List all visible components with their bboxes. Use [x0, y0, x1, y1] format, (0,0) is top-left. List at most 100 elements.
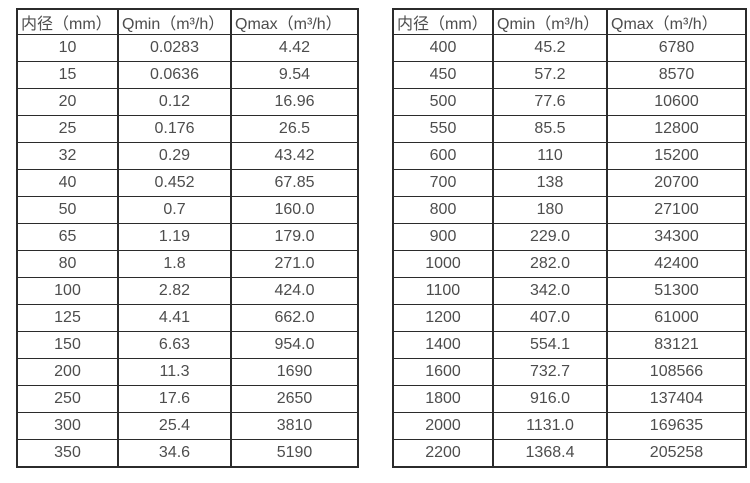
flow-spec-table-large-diameters: 内径（mm） Qmin（m³/h） Qmax（m³/h） 400 45.2 6780 45… [392, 8, 747, 468]
table-row: 500 77.6 10600 [392, 88, 747, 116]
column-header: Qmax（m³/h） [230, 8, 359, 35]
table-cell: 0.12 [117, 88, 232, 116]
table-cell: 1800 [392, 385, 494, 413]
table-cell: 900 [392, 223, 494, 251]
table-cell: 15 [16, 61, 119, 89]
table-cell: 550 [392, 115, 494, 143]
table-cell: 424.0 [230, 277, 359, 305]
table-row: 350 34.6 5190 [16, 439, 359, 468]
table-cell: 125 [16, 304, 119, 332]
column-header: Qmin（m³/h） [492, 8, 608, 35]
table-cell: 732.7 [492, 358, 608, 386]
table-row: 1800 916.0 137404 [392, 385, 747, 413]
table-cell: 110 [492, 142, 608, 170]
table-cell: 1000 [392, 250, 494, 278]
table-cell: 61000 [606, 304, 747, 332]
table-cell: 16.96 [230, 88, 359, 116]
table-cell: 0.452 [117, 169, 232, 197]
table-row: 40 0.452 67.85 [16, 169, 359, 197]
table-header-row: 内径（mm） Qmin（m³/h） Qmax（m³/h） [392, 8, 747, 35]
table-cell: 350 [16, 439, 119, 468]
table-cell: 916.0 [492, 385, 608, 413]
table-cell: 2000 [392, 412, 494, 440]
table-cell: 83121 [606, 331, 747, 359]
table-cell: 8570 [606, 61, 747, 89]
table-cell: 108566 [606, 358, 747, 386]
table-header-row: 内径（mm） Qmin（m³/h） Qmax（m³/h） [16, 8, 359, 35]
flow-spec-table-small-diameters: 内径（mm） Qmin（m³/h） Qmax（m³/h） 10 0.0283 4.42 1… [16, 8, 359, 468]
table-cell: 34.6 [117, 439, 232, 468]
table-cell: 229.0 [492, 223, 608, 251]
table-row: 1600 732.7 108566 [392, 358, 747, 386]
table-cell: 700 [392, 169, 494, 197]
table-row: 80 1.8 271.0 [16, 250, 359, 278]
table-cell: 5190 [230, 439, 359, 468]
table-cell: 1690 [230, 358, 359, 386]
table-cell: 662.0 [230, 304, 359, 332]
table-row: 300 25.4 3810 [16, 412, 359, 440]
table-row: 1200 407.0 61000 [392, 304, 747, 332]
table-cell: 0.0636 [117, 61, 232, 89]
table-cell: 200 [16, 358, 119, 386]
table-body: 10 0.0283 4.42 15 0.0636 9.54 20 0.12 16.96 25 0.1… [16, 34, 359, 468]
table-cell: 1.8 [117, 250, 232, 278]
table-cell: 1400 [392, 331, 494, 359]
table-cell: 4.41 [117, 304, 232, 332]
table-cell: 1100 [392, 277, 494, 305]
table-cell: 34300 [606, 223, 747, 251]
table-row: 2200 1368.4 205258 [392, 439, 747, 468]
table-cell: 0.176 [117, 115, 232, 143]
table-cell: 300 [16, 412, 119, 440]
table-cell: 85.5 [492, 115, 608, 143]
table-cell: 800 [392, 196, 494, 224]
column-header: Qmax（m³/h） [606, 8, 747, 35]
table-row: 25 0.176 26.5 [16, 115, 359, 143]
table-row: 400 45.2 6780 [392, 34, 747, 62]
table-cell: 17.6 [117, 385, 232, 413]
table-cell: 205258 [606, 439, 747, 468]
table-cell: 20700 [606, 169, 747, 197]
table-cell: 6.63 [117, 331, 232, 359]
table-row: 1000 282.0 42400 [392, 250, 747, 278]
table-header-row: 内径（mm） Qmin（m³/h） Qmax（m³/h） [16, 8, 359, 35]
table-cell: 67.85 [230, 169, 359, 197]
column-header: 内径（mm） [392, 8, 494, 35]
table-cell: 43.42 [230, 142, 359, 170]
table-row: 10 0.0283 4.42 [16, 34, 359, 62]
table-cell: 1368.4 [492, 439, 608, 468]
table-cell: 138 [492, 169, 608, 197]
table-cell: 100 [16, 277, 119, 305]
table-cell: 282.0 [492, 250, 608, 278]
table-cell: 50 [16, 196, 119, 224]
table-row: 2000 1131.0 169635 [392, 412, 747, 440]
table-cell: 10600 [606, 88, 747, 116]
table-cell: 20 [16, 88, 119, 116]
table-row: 1100 342.0 51300 [392, 277, 747, 305]
table-cell: 0.29 [117, 142, 232, 170]
table-cell: 600 [392, 142, 494, 170]
table-cell: 554.1 [492, 331, 608, 359]
table-cell: 51300 [606, 277, 747, 305]
table-cell: 2650 [230, 385, 359, 413]
table-row: 20 0.12 16.96 [16, 88, 359, 116]
table-row: 600 110 15200 [392, 142, 747, 170]
table-cell: 27100 [606, 196, 747, 224]
table-cell: 500 [392, 88, 494, 116]
table-cell: 954.0 [230, 331, 359, 359]
table-cell: 57.2 [492, 61, 608, 89]
table-cell: 42400 [606, 250, 747, 278]
table-cell: 40 [16, 169, 119, 197]
table-cell: 0.0283 [117, 34, 232, 62]
table-row: 550 85.5 12800 [392, 115, 747, 143]
table-cell: 9.54 [230, 61, 359, 89]
table-cell: 160.0 [230, 196, 359, 224]
table-cell: 1131.0 [492, 412, 608, 440]
table-row: 15 0.0636 9.54 [16, 61, 359, 89]
table-cell: 11.3 [117, 358, 232, 386]
table-cell: 137404 [606, 385, 747, 413]
table-row: 450 57.2 8570 [392, 61, 747, 89]
table-row: 250 17.6 2650 [16, 385, 359, 413]
table-cell: 150 [16, 331, 119, 359]
table-row: 800 180 27100 [392, 196, 747, 224]
